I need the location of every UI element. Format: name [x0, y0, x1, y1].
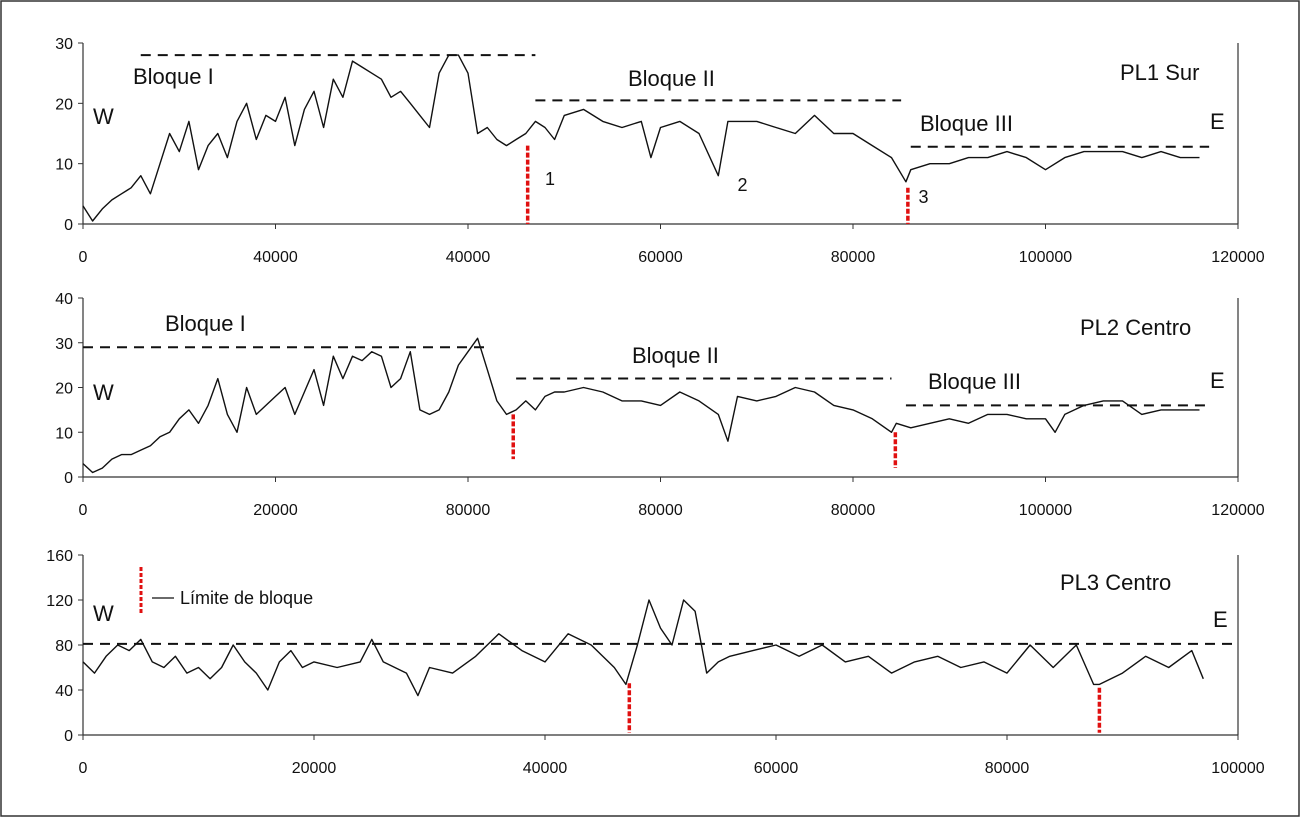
x-tick-label: 80000	[985, 760, 1030, 777]
x-tick-label: 0	[79, 502, 88, 519]
x-tick-label: 40000	[446, 249, 491, 266]
west-label: W	[93, 601, 114, 626]
block-label: Bloque II	[632, 343, 719, 368]
y-tick-label: 20	[55, 96, 73, 113]
x-tick-label: 20000	[253, 502, 298, 519]
x-tick-label: 120000	[1211, 249, 1264, 266]
block-label: Bloque III	[920, 111, 1013, 136]
panel-2: 0 10 20 30 40 0 20000 80000 80000 80000 100000 1200…	[55, 291, 1265, 519]
block-label: Bloque I	[133, 64, 214, 89]
x-tick-label: 20000	[292, 760, 337, 777]
x-tick-label: 80000	[638, 502, 683, 519]
y-tick-label: 120	[46, 593, 73, 610]
legend-label: Límite de bloque	[180, 588, 313, 608]
x-tick-label: 40000	[253, 249, 298, 266]
y-tick-label: 10	[55, 425, 73, 442]
x-tick-label: 80000	[831, 502, 876, 519]
y-tick-label: 0	[64, 217, 73, 234]
x-tick-label: 80000	[831, 249, 876, 266]
x-tick-label: 100000	[1019, 502, 1072, 519]
profile-line	[82, 337, 1200, 474]
east-label: E	[1210, 109, 1225, 134]
x-tick-label: 40000	[523, 760, 568, 777]
x-tick-label: 100000	[1019, 249, 1072, 266]
block-label: Bloque I	[165, 311, 246, 336]
block-label: Bloque III	[928, 369, 1021, 394]
x-tick-label: 80000	[446, 502, 491, 519]
y-tick-label: 30	[55, 36, 73, 53]
east-label: E	[1210, 368, 1225, 393]
y-tick-label: 30	[55, 336, 73, 353]
x-tick-label: 0	[79, 249, 88, 266]
y-tick-label: 20	[55, 381, 73, 398]
feature-marker-label: 2	[738, 175, 748, 195]
legend: Límite de bloque	[139, 567, 313, 615]
y-tick-label: 0	[64, 470, 73, 487]
feature-marker-label: 1	[545, 169, 555, 189]
profile-line	[82, 599, 1204, 697]
x-tick-label: 0	[79, 760, 88, 777]
panel-1: 0 10 20 30 0 40000 40000 60000 80000 100000 120000…	[55, 36, 1265, 266]
panel-title: PL2 Centro	[1080, 315, 1191, 340]
west-label: W	[93, 104, 114, 129]
west-label: W	[93, 380, 114, 405]
east-label: E	[1213, 607, 1228, 632]
y-tick-label: 40	[55, 291, 73, 308]
block-label: Bloque II	[628, 66, 715, 91]
y-tick-label: 0	[64, 728, 73, 745]
panel-3: 0 40 80 120 160 0 20000 40000 60000 80000 100000 PL…	[46, 548, 1265, 777]
profile-line	[82, 54, 1200, 222]
y-tick-label: 10	[55, 157, 73, 174]
x-tick-label: 100000	[1211, 760, 1264, 777]
feature-marker-label: 3	[918, 187, 928, 207]
x-tick-label: 120000	[1211, 502, 1264, 519]
y-tick-label: 40	[55, 683, 73, 700]
x-tick-label: 60000	[754, 760, 799, 777]
panel-title: PL1 Sur	[1120, 60, 1200, 85]
y-tick-label: 160	[46, 548, 73, 565]
y-tick-label: 80	[55, 638, 73, 655]
panel-title: PL3 Centro	[1060, 570, 1171, 595]
x-tick-label: 60000	[638, 249, 683, 266]
